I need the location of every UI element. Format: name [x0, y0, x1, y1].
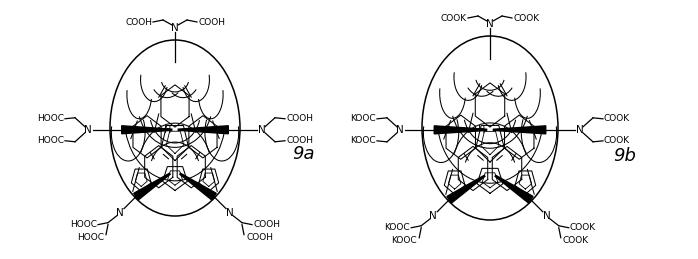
Text: COOK: COOK	[563, 236, 589, 245]
Text: COOH: COOH	[125, 18, 152, 26]
Text: KOOC: KOOC	[350, 114, 376, 123]
Text: KOOC: KOOC	[392, 236, 417, 245]
Text: N: N	[258, 125, 266, 135]
Text: KOOC: KOOC	[350, 136, 376, 145]
Text: COOK: COOK	[604, 114, 630, 123]
Text: N: N	[486, 19, 494, 29]
Text: H: H	[478, 125, 486, 135]
Text: N: N	[226, 208, 234, 218]
Polygon shape	[447, 175, 485, 203]
Text: COOK: COOK	[441, 13, 467, 23]
Text: N: N	[84, 125, 92, 135]
Text: KOOC: KOOC	[385, 223, 410, 232]
Text: N: N	[116, 208, 124, 218]
Text: H: H	[163, 125, 171, 135]
Polygon shape	[495, 175, 533, 203]
Text: COOH: COOH	[286, 136, 313, 145]
Text: HOOC: HOOC	[77, 233, 104, 242]
Text: HOOC: HOOC	[37, 136, 64, 145]
Polygon shape	[493, 126, 546, 134]
Text: COOH: COOH	[253, 220, 280, 229]
Text: N: N	[543, 211, 551, 221]
Polygon shape	[434, 126, 487, 134]
Polygon shape	[180, 173, 216, 200]
Text: COOK: COOK	[513, 13, 539, 23]
Text: HOOC: HOOC	[37, 114, 64, 123]
Text: COOH: COOH	[246, 233, 273, 242]
Text: N: N	[429, 211, 437, 221]
Text: HOOC: HOOC	[70, 220, 97, 229]
Text: COOH: COOH	[286, 114, 313, 123]
Polygon shape	[134, 173, 170, 200]
Text: COOK: COOK	[570, 223, 596, 232]
Text: N: N	[396, 125, 404, 135]
Text: COOH: COOH	[198, 18, 225, 26]
Polygon shape	[121, 126, 172, 134]
Text: 9a: 9a	[292, 145, 315, 163]
Text: N: N	[576, 125, 584, 135]
Text: COOK: COOK	[604, 136, 630, 145]
Polygon shape	[178, 126, 228, 134]
Text: N: N	[171, 23, 179, 33]
Text: 9b: 9b	[613, 147, 636, 165]
